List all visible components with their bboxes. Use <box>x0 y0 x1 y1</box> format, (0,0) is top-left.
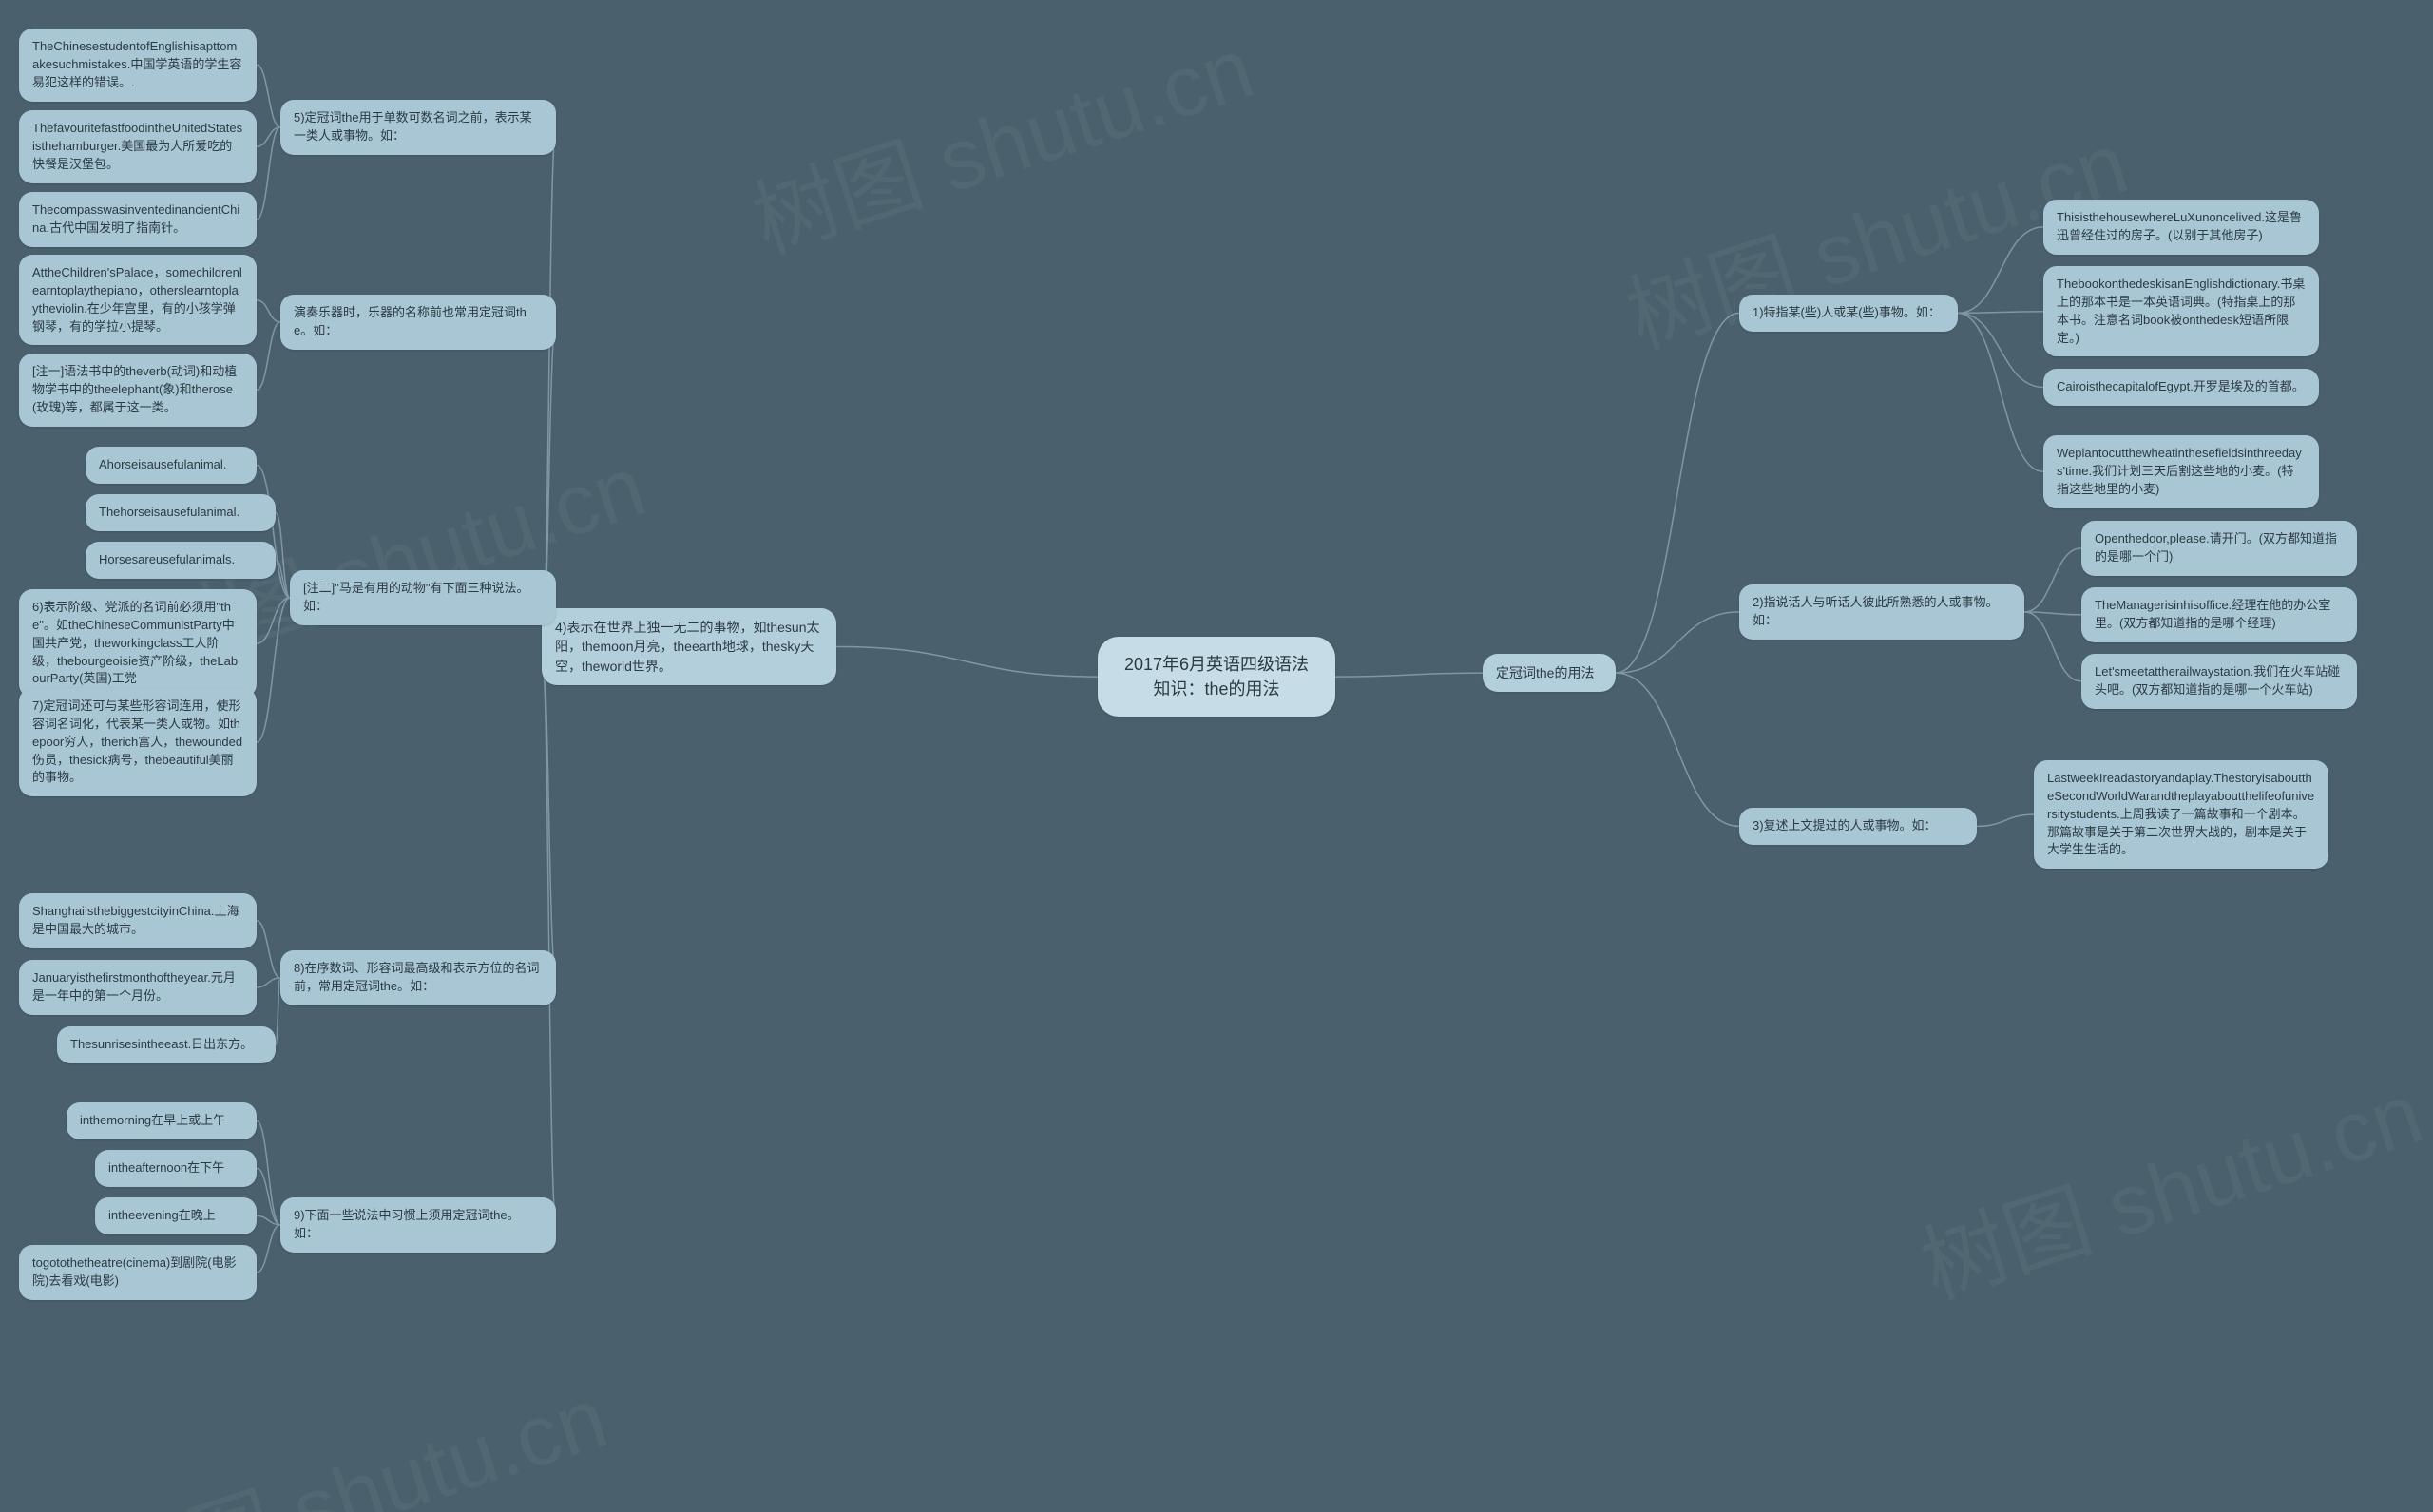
l4-leaf-0[interactable]: ShanghaiisthebiggestcityinChina.上海是中国最大的… <box>19 893 257 948</box>
r2-leaf-2[interactable]: Let'smeetattherailwaystation.我们在火车站碰头吧。(… <box>2081 654 2357 709</box>
center-node[interactable]: 2017年6月英语四级语法知识：the的用法 <box>1098 637 1335 717</box>
l2-leaf-1[interactable]: [注一]语法书中的theverb(动词)和动植物学书中的theelephant(… <box>19 354 257 427</box>
l1-leaf-2[interactable]: ThecompasswasinventedinancientChina.古代中国… <box>19 192 257 247</box>
l1-title[interactable]: 5)定冠词the用于单数可数名词之前，表示某一类人或事物。如： <box>280 100 556 155</box>
r2-leaf-0[interactable]: Openthedoor,please.请开门。(双方都知道指的是哪一个门) <box>2081 521 2357 576</box>
l3-leaf-1[interactable]: Thehorseisausefulanimal. <box>86 494 276 531</box>
l2-title[interactable]: 演奏乐器时，乐器的名称前也常用定冠词the。如： <box>280 295 556 350</box>
l1-leaf-0[interactable]: TheChinesestudentofEnglishisapttomakesuc… <box>19 29 257 102</box>
r1-leaf-1[interactable]: ThebookonthedeskisanEnglishdictionary.书桌… <box>2043 266 2319 356</box>
l3-leaf-2[interactable]: Horsesareusefulanimals. <box>86 542 276 579</box>
l4-title[interactable]: 8)在序数词、形容词最高级和表示方位的名词前，常用定冠词the。如： <box>280 950 556 1005</box>
l4-leaf-1[interactable]: Januaryisthefirstmonthoftheyear.元月是一年中的第… <box>19 960 257 1015</box>
r1-leaf-2[interactable]: CairoisthecapitalofEgypt.开罗是埃及的首都。 <box>2043 369 2319 406</box>
l4-leaf-2[interactable]: Thesunrisesintheeast.日出东方。 <box>57 1026 276 1063</box>
l5-title[interactable]: 9)下面一些说法中习惯上须用定冠词the。如： <box>280 1197 556 1253</box>
left-l1[interactable]: 4)表示在世界上独一无二的事物，如thesun太阳，themoon月亮，thee… <box>542 608 836 685</box>
l5-leaf-1[interactable]: intheafternoon在下午 <box>95 1150 257 1187</box>
l3-title[interactable]: [注二]"马是有用的动物"有下面三种说法。如： <box>290 570 556 625</box>
l3-leaf-3[interactable]: 6)表示阶级、党派的名词前必须用"the"。如theChineseCommuni… <box>19 589 257 698</box>
r2-title[interactable]: 2)指说话人与听话人彼此所熟悉的人或事物。如： <box>1739 584 2024 640</box>
l1-leaf-1[interactable]: ThefavouritefastfoodintheUnitedStatesist… <box>19 110 257 183</box>
l3-leaf-0[interactable]: Ahorseisausefulanimal. <box>86 447 257 484</box>
r3-leaf-0[interactable]: LastweekIreadastoryandaplay.Thestoryisab… <box>2034 760 2328 869</box>
watermark: 树图 shutu.cn <box>88 1349 620 1512</box>
r1-leaf-3[interactable]: Weplantocutthewheatinthesefieldsinthreed… <box>2043 435 2319 508</box>
watermark: 树图 shutu.cn <box>1904 1044 2433 1322</box>
r3-title[interactable]: 3)复述上文提过的人或事物。如： <box>1739 808 1977 845</box>
l2-leaf-0[interactable]: AttheChildren'sPalace，somechildrenlearnt… <box>19 255 257 345</box>
l3-leaf-4[interactable]: 7)定冠词还可与某些形容词连用，使形容词名词化，代表某一类人或物。如thepoo… <box>19 688 257 796</box>
l5-leaf-2[interactable]: intheevening在晚上 <box>95 1197 257 1234</box>
right-l1[interactable]: 定冠词the的用法 <box>1483 654 1616 692</box>
r2-leaf-1[interactable]: TheManagerisinhisoffice.经理在他的办公室里。(双方都知道… <box>2081 587 2357 642</box>
watermark: 树图 shutu.cn <box>735 0 1266 277</box>
l5-leaf-0[interactable]: inthemorning在早上或上午 <box>67 1102 257 1139</box>
r1-leaf-0[interactable]: ThisisthehousewhereLuXunoncelived.这是鲁迅曾经… <box>2043 200 2319 255</box>
r1-title[interactable]: 1)特指某(些)人或某(些)事物。如： <box>1739 295 1958 332</box>
l5-leaf-3[interactable]: togotothetheatre(cinema)到剧院(电影院)去看戏(电影) <box>19 1245 257 1300</box>
